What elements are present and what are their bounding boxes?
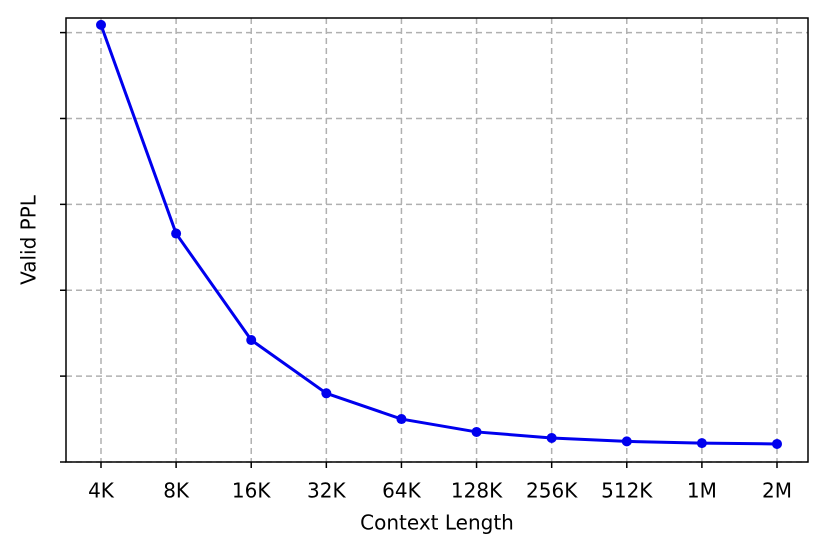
x-tick-label: 4K [88,479,115,503]
x-tick-label: 2M [762,479,792,503]
line [99,24,778,446]
x-tick-label: 512K [601,479,653,503]
point [171,228,182,239]
x-tick-label: 256K [526,479,578,503]
plot-frame [65,17,809,463]
point [246,335,257,346]
x-tick-label: 64K [382,479,421,503]
point [396,414,407,425]
point [772,438,782,449]
point [696,438,707,449]
x-tick-label: 128K [451,479,503,503]
point [471,426,482,437]
x-tick-label: 8K [163,479,190,503]
x-tick-label: 32K [307,479,346,503]
point [96,19,106,30]
point [546,432,557,443]
y-axis-label: Valid PPL [17,194,41,285]
x-tick-label: 1M [687,479,717,503]
point [321,388,332,399]
point [621,436,632,447]
x-axis-label: Context Length [360,511,514,535]
x-tick-label: 16K [232,479,271,503]
